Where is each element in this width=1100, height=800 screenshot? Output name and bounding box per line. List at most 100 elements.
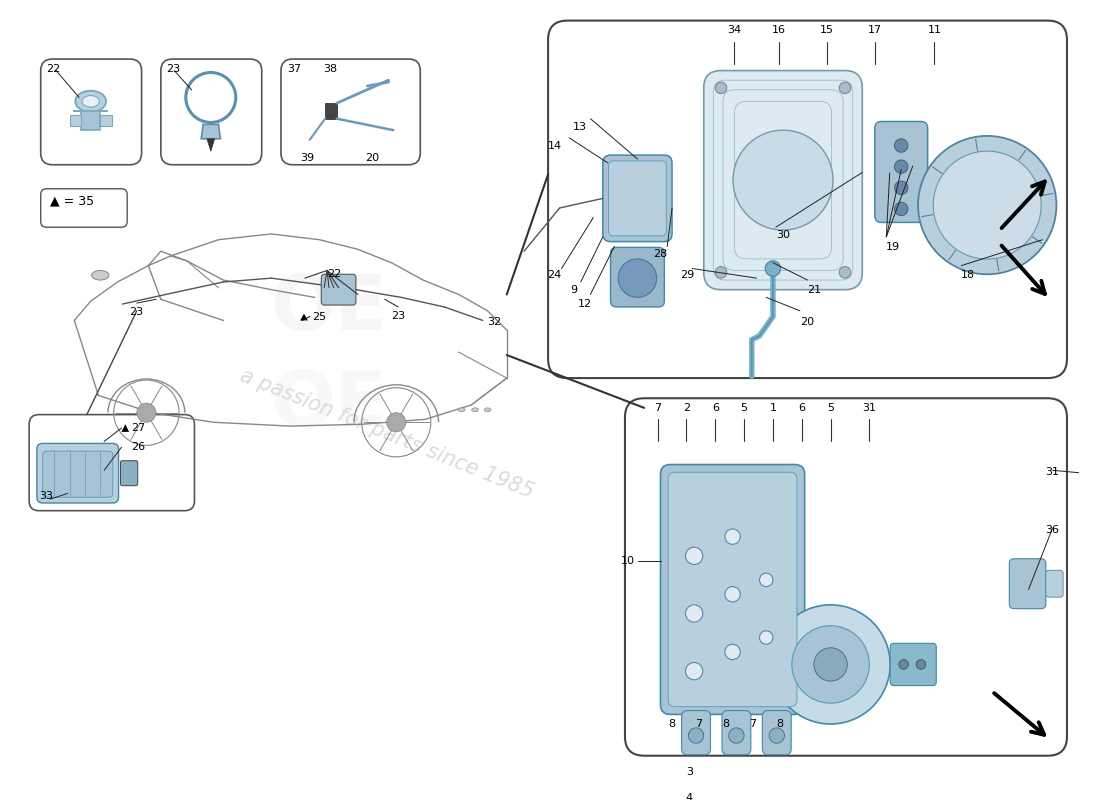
- Text: 15: 15: [820, 26, 834, 35]
- Circle shape: [894, 139, 908, 152]
- Text: 38: 38: [323, 64, 338, 74]
- Text: 39: 39: [300, 154, 315, 163]
- FancyBboxPatch shape: [762, 710, 791, 754]
- Text: 3: 3: [685, 767, 693, 778]
- Circle shape: [618, 259, 657, 298]
- Circle shape: [685, 605, 703, 622]
- Circle shape: [733, 130, 833, 230]
- Circle shape: [771, 605, 890, 724]
- Text: 6: 6: [712, 403, 718, 413]
- Circle shape: [728, 728, 744, 743]
- Text: 13: 13: [572, 122, 586, 131]
- Circle shape: [916, 660, 926, 670]
- Text: 10: 10: [620, 556, 635, 566]
- FancyBboxPatch shape: [30, 414, 195, 510]
- Text: 21: 21: [807, 285, 822, 295]
- FancyBboxPatch shape: [704, 70, 862, 290]
- FancyBboxPatch shape: [548, 21, 1067, 378]
- Text: 11: 11: [927, 26, 942, 35]
- FancyBboxPatch shape: [1010, 558, 1046, 609]
- Text: 8: 8: [669, 719, 675, 730]
- Text: 14: 14: [548, 141, 561, 150]
- FancyBboxPatch shape: [608, 161, 667, 236]
- Text: 20: 20: [365, 154, 380, 163]
- Circle shape: [386, 413, 406, 432]
- Polygon shape: [201, 124, 220, 139]
- Text: 9: 9: [570, 285, 576, 295]
- FancyBboxPatch shape: [625, 398, 1067, 756]
- Text: 5: 5: [827, 403, 834, 413]
- Ellipse shape: [484, 408, 491, 412]
- Text: 36: 36: [1045, 525, 1059, 535]
- Circle shape: [685, 662, 703, 680]
- FancyBboxPatch shape: [121, 461, 138, 486]
- Circle shape: [894, 160, 908, 174]
- Text: 1: 1: [769, 403, 777, 413]
- Circle shape: [725, 586, 740, 602]
- Text: 18: 18: [961, 270, 976, 281]
- FancyBboxPatch shape: [41, 189, 128, 227]
- FancyBboxPatch shape: [37, 443, 119, 503]
- Circle shape: [689, 728, 704, 743]
- Circle shape: [766, 261, 781, 276]
- Text: 23: 23: [392, 311, 406, 321]
- Circle shape: [136, 403, 156, 422]
- Text: 30: 30: [776, 230, 790, 240]
- FancyBboxPatch shape: [610, 247, 664, 307]
- FancyBboxPatch shape: [722, 710, 751, 754]
- Polygon shape: [121, 424, 129, 432]
- Text: 25: 25: [311, 311, 326, 322]
- Text: OE: OE: [271, 368, 387, 442]
- Text: 26: 26: [131, 442, 145, 452]
- Circle shape: [839, 82, 850, 94]
- Circle shape: [839, 266, 850, 278]
- Text: 16: 16: [772, 26, 785, 35]
- Ellipse shape: [459, 408, 465, 412]
- Text: 17: 17: [868, 26, 882, 35]
- Text: 22: 22: [327, 269, 341, 278]
- FancyBboxPatch shape: [874, 122, 927, 222]
- Ellipse shape: [75, 90, 106, 112]
- Text: 37: 37: [287, 64, 300, 74]
- Text: 4: 4: [685, 793, 693, 800]
- FancyBboxPatch shape: [603, 155, 672, 242]
- Text: 19: 19: [887, 242, 901, 252]
- Text: 2: 2: [683, 403, 690, 413]
- Text: 5: 5: [740, 403, 748, 413]
- Text: 24: 24: [548, 270, 561, 281]
- Text: 7: 7: [695, 719, 703, 730]
- FancyBboxPatch shape: [43, 451, 113, 498]
- Polygon shape: [100, 114, 112, 126]
- Circle shape: [918, 136, 1056, 274]
- Text: 20: 20: [800, 317, 814, 326]
- Text: 29: 29: [680, 270, 694, 281]
- Circle shape: [894, 202, 908, 216]
- Circle shape: [894, 181, 908, 194]
- FancyBboxPatch shape: [1046, 570, 1063, 597]
- Polygon shape: [74, 111, 108, 130]
- Text: 32: 32: [487, 317, 502, 326]
- Circle shape: [814, 648, 847, 681]
- Circle shape: [759, 630, 773, 644]
- FancyBboxPatch shape: [321, 274, 356, 305]
- Polygon shape: [69, 114, 81, 126]
- Circle shape: [769, 728, 784, 743]
- FancyBboxPatch shape: [890, 643, 936, 686]
- Polygon shape: [207, 139, 215, 151]
- Text: 6: 6: [799, 403, 805, 413]
- Circle shape: [792, 626, 869, 703]
- Text: 22: 22: [46, 64, 60, 74]
- Circle shape: [685, 547, 703, 565]
- Circle shape: [899, 660, 909, 670]
- Text: 8: 8: [777, 719, 783, 730]
- Text: 7: 7: [654, 403, 661, 413]
- Text: a passion for parts since 1985: a passion for parts since 1985: [236, 366, 537, 502]
- Ellipse shape: [472, 408, 478, 412]
- Polygon shape: [326, 103, 337, 118]
- Text: 23: 23: [166, 64, 180, 74]
- Text: OE: OE: [271, 272, 387, 346]
- FancyBboxPatch shape: [660, 465, 804, 714]
- Circle shape: [725, 644, 740, 660]
- Circle shape: [933, 151, 1042, 259]
- Ellipse shape: [82, 95, 99, 107]
